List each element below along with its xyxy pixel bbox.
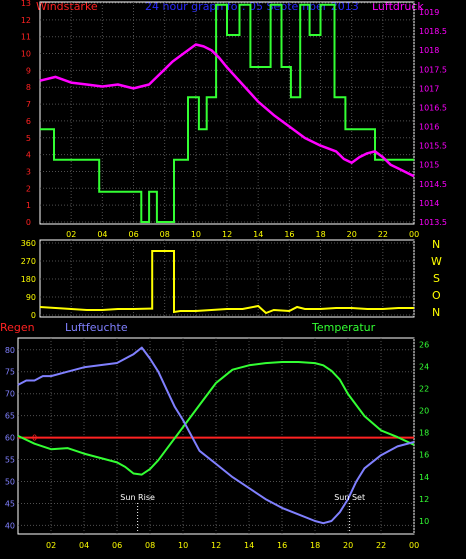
top-x-tick-label: 02 — [66, 230, 76, 239]
temperature-tick-label: 10 — [419, 517, 429, 526]
graph-title: 24 hour graph for: 05 September 2013 — [145, 0, 359, 13]
direction-tick-label: 180 — [21, 275, 36, 284]
wind-tick-label: 11 — [21, 33, 31, 42]
bottom-x-tick-label: 08 — [145, 541, 155, 550]
air-pressure-line — [39, 43, 415, 178]
bottom-x-tick-label: 02 — [46, 541, 56, 550]
wind-tick-label: 4 — [26, 151, 31, 160]
humidity-tick-label: 40 — [5, 521, 15, 530]
middle-panel-grid — [40, 240, 415, 317]
humidity-tick-label: 60 — [5, 434, 15, 443]
wind-tick-label: 7 — [26, 100, 31, 109]
bottom-x-tick-label: 12 — [211, 541, 221, 550]
bottom-x-tick-label: 04 — [79, 541, 89, 550]
top-x-tick-label: 00 — [409, 230, 419, 239]
direction-letter-n-bottom: N — [432, 306, 440, 319]
wind-tick-label: 13 — [21, 0, 31, 8]
wind-tick-label: 2 — [26, 184, 31, 193]
direction-tick-label: 0 — [31, 311, 36, 320]
bottom-x-tick-label: 22 — [376, 541, 386, 550]
bottom-panel-frame — [17, 337, 415, 535]
pressure-tick-label: 1018 — [419, 46, 439, 55]
bottom-x-tick-label: 06 — [112, 541, 122, 550]
humidity-tick-label: 50 — [5, 478, 15, 487]
chart-series: Sun Rise Sun Set — [17, 3, 415, 532]
top-x-tick-label: 22 — [378, 230, 388, 239]
top-x-tick-label: 12 — [222, 230, 232, 239]
pressure-tick-label: 1014.5 — [419, 180, 447, 189]
pressure-tick-label: 1015 — [419, 161, 439, 170]
wind-speed-line — [40, 3, 414, 223]
temperatur-label: Temperatur — [311, 321, 376, 334]
top-x-tick-label: 06 — [129, 230, 139, 239]
pressure-tick-label: 1014 — [419, 199, 439, 208]
top-x-tick-label: 08 — [160, 230, 170, 239]
humidity-tick-label: 45 — [5, 499, 15, 508]
pressure-tick-label: 1017 — [419, 84, 439, 93]
humidity-line — [17, 346, 415, 525]
direction-tick-label: 360 — [21, 239, 36, 248]
pressure-tick-label: 1017.5 — [419, 65, 447, 74]
top-panel-grid — [40, 2, 415, 224]
wind-tick-label: 12 — [21, 16, 31, 25]
top-x-tick-label: 10 — [191, 230, 201, 239]
direction-letter-n-top: N — [432, 238, 440, 251]
temperature-tick-label: 18 — [419, 429, 429, 438]
wind-tick-label: 9 — [26, 66, 31, 75]
wind-tick-label: 6 — [26, 117, 31, 126]
top-x-tick-label: 20 — [347, 230, 357, 239]
sun-annotation-label: Sun Rise — [120, 493, 155, 502]
direction-letter-s: S — [433, 272, 440, 285]
temperature-tick-label: 24 — [419, 362, 429, 371]
pressure-tick-label: 1016.5 — [419, 103, 447, 112]
bottom-x-tick-label: 20 — [343, 541, 353, 550]
temperature-tick-label: 20 — [419, 407, 429, 416]
temperature-tick-label: 22 — [419, 384, 429, 393]
bottom-x-tick-label: 10 — [178, 541, 188, 550]
temperature-tick-label: 26 — [419, 340, 429, 349]
wind-tick-label: 3 — [26, 167, 31, 176]
direction-letter-w: W — [431, 255, 442, 268]
top-x-tick-label: 04 — [97, 230, 107, 239]
wind-direction-line — [39, 250, 414, 315]
pressure-tick-label: 1018.5 — [419, 27, 447, 36]
top-x-tick-label: 18 — [316, 230, 326, 239]
wind-tick-label: 0 — [26, 218, 31, 227]
bottom-x-tick-label: 18 — [310, 541, 320, 550]
pressure-tick-label: 1015.5 — [419, 142, 447, 151]
direction-tick-label: 270 — [21, 257, 36, 266]
humidity-tick-label: 70 — [5, 390, 15, 399]
bottom-x-tick-label: 16 — [277, 541, 287, 550]
humidity-tick-label: 80 — [5, 346, 15, 355]
pressure-tick-label: 1016 — [419, 123, 439, 132]
temperature-tick-label: 16 — [419, 451, 429, 460]
wind-tick-label: 5 — [26, 134, 31, 143]
direction-letter-o: O — [432, 289, 441, 302]
bottom-panel-grid — [18, 338, 415, 534]
pressure-tick-label: 1013.5 — [419, 218, 447, 227]
wind-tick-label: 10 — [21, 50, 31, 59]
sun-annotation-label: Sun Set — [334, 493, 365, 502]
top-x-tick-label: 14 — [253, 230, 263, 239]
temperature-line — [17, 361, 415, 476]
axis-tick-labels: 0123456789101112131013.510141014.5101510… — [5, 0, 447, 550]
bottom-x-tick-label: 14 — [244, 541, 254, 550]
humidity-tick-label: 75 — [5, 368, 15, 377]
wind-tick-label: 8 — [26, 83, 31, 92]
pressure-tick-label: 1019 — [419, 8, 439, 17]
luftfeuchte-label: Luftfeuchte — [65, 321, 128, 334]
wind-tick-label: 1 — [26, 201, 31, 210]
top-x-tick-label: 16 — [284, 230, 294, 239]
humidity-tick-label: 55 — [5, 456, 15, 465]
temperature-tick-label: 14 — [419, 473, 429, 482]
humidity-tick-label: 65 — [5, 412, 15, 421]
bottom-x-tick-label: 00 — [409, 541, 419, 550]
regen-label: Regen — [0, 321, 35, 334]
temperature-tick-label: 12 — [419, 495, 429, 504]
direction-tick-label: 90 — [26, 293, 36, 302]
